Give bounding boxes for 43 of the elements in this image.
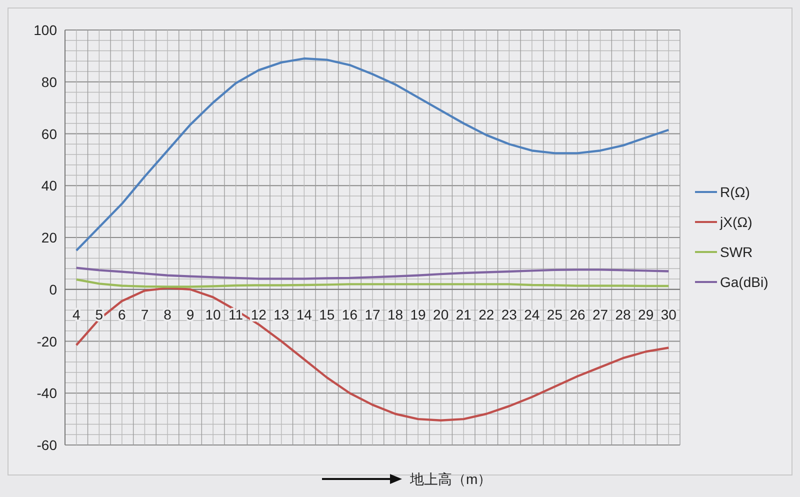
- x-tick-label: 13: [274, 306, 290, 322]
- y-tick-label: 0: [49, 281, 58, 298]
- x-tick-label: 21: [456, 306, 472, 322]
- x-tick-label: 6: [118, 306, 126, 322]
- y-tick-label: -60: [36, 437, 58, 453]
- legend-label: SWR: [720, 244, 753, 260]
- x-tick-label: 30: [660, 306, 677, 322]
- x-tick-label: 14: [296, 306, 312, 322]
- y-tick-label: 80: [41, 74, 58, 90]
- x-tick-label: 12: [250, 306, 267, 322]
- y-tick-label: -20: [36, 333, 58, 350]
- x-tick-label: 16: [342, 306, 358, 322]
- line-series: [75, 57, 670, 252]
- y-tick-label: 60: [41, 126, 58, 142]
- x-tick-label: 22: [478, 306, 494, 322]
- x-tick-label: 17: [364, 306, 380, 322]
- x-tick-label: 29: [638, 306, 654, 322]
- line-series: [75, 278, 670, 288]
- legend-label: R(Ω): [720, 184, 750, 200]
- x-tick-label: 28: [615, 306, 632, 322]
- x-tick-label: 9: [186, 306, 194, 322]
- x-tick-label: 25: [546, 306, 563, 322]
- x-tick-label: 18: [387, 306, 404, 322]
- x-tick-label: 8: [164, 306, 172, 322]
- x-tick-label: 24: [524, 306, 540, 322]
- x-tick-label: 15: [319, 306, 335, 322]
- x-tick-label: 26: [570, 306, 586, 322]
- y-tick-label: -40: [36, 385, 58, 402]
- x-tick-label: 23: [501, 306, 518, 322]
- x-tick-label: 11: [228, 306, 244, 322]
- legend-label: jX(Ω): [719, 214, 752, 230]
- x-tick-label: 19: [410, 306, 426, 322]
- x-tick-label: 4: [72, 306, 80, 322]
- y-tick-label: 20: [41, 230, 58, 246]
- line-series: [75, 266, 670, 280]
- x-tick-label: 27: [592, 306, 608, 322]
- y-tick-label: 40: [41, 178, 58, 194]
- y-tick-label: 100: [34, 22, 58, 38]
- x-tick-label: 20: [433, 306, 449, 322]
- legend-label: Ga(dBi): [720, 274, 768, 290]
- x-tick-label: 10: [205, 306, 222, 322]
- x-axis-title: 地上高（m）: [409, 471, 492, 487]
- x-tick-label: 7: [140, 306, 149, 322]
